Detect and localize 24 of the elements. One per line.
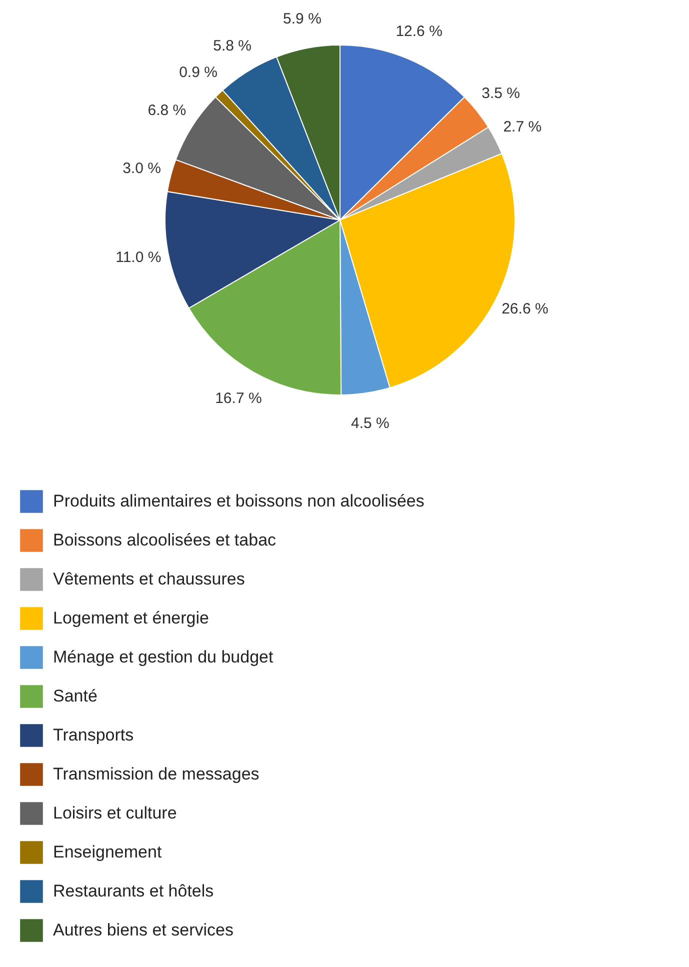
data-label: 6.8 % [148, 102, 186, 120]
data-label: 11.0 % [116, 249, 162, 266]
data-label: 0.9 % [179, 64, 218, 81]
data-label: 5.8 % [213, 38, 252, 55]
data-label: 4.5 % [350, 414, 390, 432]
data-label: 26.6 % [502, 300, 548, 318]
legend-label: Boissons alcoolisées et tabac [53, 530, 277, 550]
data-label: 2.7 % [503, 118, 542, 136]
legend-label: Ménage et gestion du budget [53, 648, 274, 666]
data-label: 3.5 % [482, 84, 520, 102]
data-label: 5.9 % [283, 10, 322, 28]
legend-label: Loisirs et culture [53, 804, 177, 822]
data-label: 12.6 % [396, 22, 442, 40]
legend-label: Logement et énergie [53, 608, 209, 628]
legend-label: Santé [53, 686, 98, 706]
legend-label: Transmission de messages [53, 764, 260, 784]
data-label: 3.0 % [122, 160, 161, 177]
legend-label: Produits alimentaires et boissons non alcoolisées [53, 492, 424, 510]
legend-label: Restaurants et hôtels [53, 882, 214, 900]
legend-label: Autres biens et services [53, 920, 234, 940]
data-label: 16.7 % [215, 390, 262, 408]
legend-label: Transports [53, 726, 134, 744]
legend-label: Vêtements et chaussures [53, 570, 245, 588]
legend-label: Enseignement [53, 842, 162, 862]
